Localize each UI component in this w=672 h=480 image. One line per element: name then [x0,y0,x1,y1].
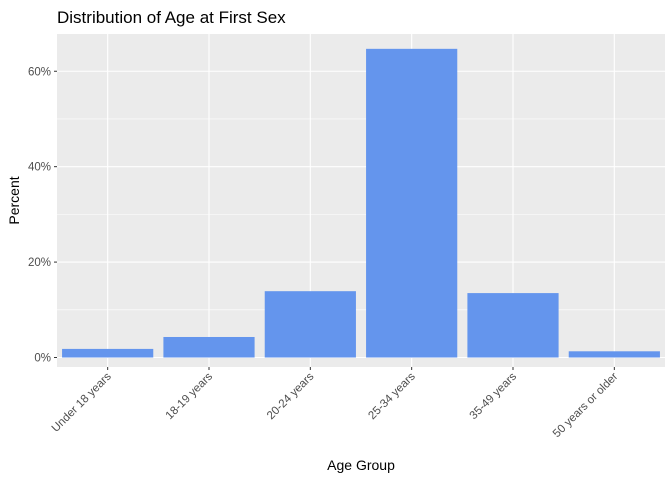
y-axis-ticks: 0% 20% 40% 60% [28,66,57,365]
x-tick-label: Under 18 years [50,370,114,434]
bar [163,336,255,358]
x-tick-label: 18-19 years [164,370,216,422]
x-tick-label: 25-34 years [366,370,418,422]
bars [62,48,660,358]
bar [366,48,458,358]
x-tick-label: 50 years or older [551,371,621,441]
bar [467,293,559,358]
x-tick-label: 35-49 years [468,370,520,422]
bar [568,351,660,358]
y-tick-label: 60% [28,66,51,78]
x-tick-label: 20-24 years [265,370,317,422]
y-axis-title: Percent [6,176,22,224]
minor-gridlines [57,118,665,311]
chart-title: Distribution of Age at First Sex [57,8,286,27]
y-tick-label: 20% [28,257,51,269]
bar [264,291,356,358]
bar [62,348,154,358]
y-tick-label: 0% [34,353,51,365]
x-axis-title: Age Group [327,457,395,473]
y-tick-label: 40% [28,162,51,174]
plot-panel [57,34,665,367]
x-axis-ticks: Under 18 years 18-19 years 20-24 years 25-3… [50,367,621,440]
